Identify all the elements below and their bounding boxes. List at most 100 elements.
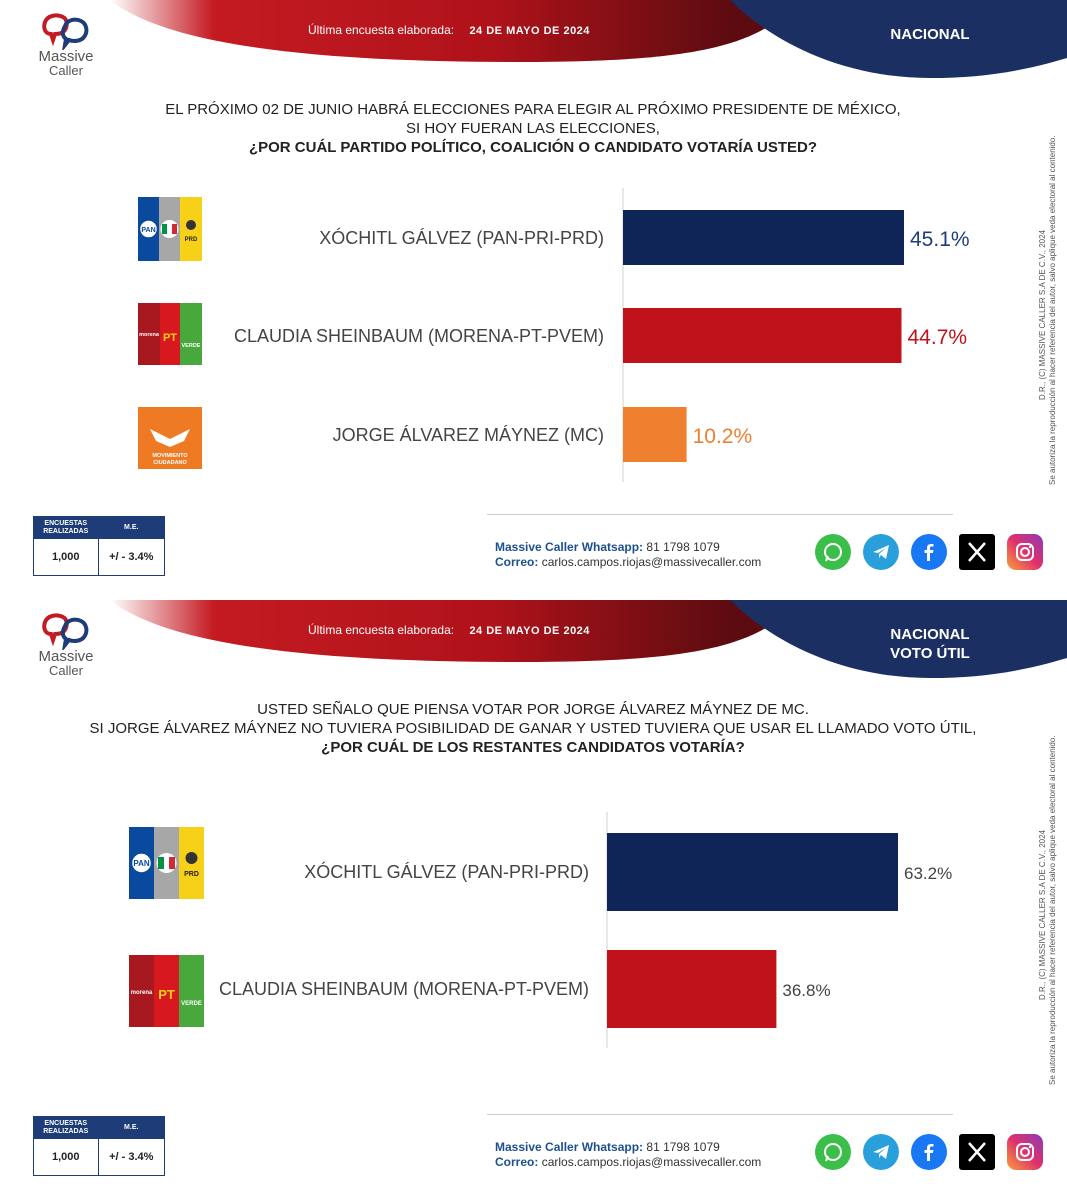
telegram-icon[interactable] [863, 1134, 899, 1170]
logo-chat-icon [42, 613, 89, 650]
svg-text:PRD: PRD [185, 237, 198, 243]
bar-chart-national: PAN PRD morena PT VERDE MOVIMIENTO CIUDA… [138, 188, 970, 482]
email-address[interactable]: carlos.campos.riojas@massivecaller.com [541, 555, 762, 569]
social-links [815, 1134, 1043, 1170]
brand-name-sub: Caller [49, 663, 83, 678]
logo-morena-pt-pvem: morena PT VERDE [129, 955, 204, 1027]
svg-text:morena: morena [139, 332, 160, 338]
region-line1: NACIONAL [890, 26, 970, 43]
region-label: NACIONAL [860, 25, 1000, 44]
stats-header-me: M.E. [124, 524, 139, 531]
question-line1: EL PRÓXIMO 02 DE JUNIO HABRÁ ELECCIONES … [165, 101, 901, 118]
svg-text:morena: morena [131, 990, 153, 996]
survey-date-label: Última encuesta elaborada: [308, 623, 455, 637]
category-label-claudia: CLAUDIA SHEINBAUM (MORENA-PT-PVEM) [219, 979, 589, 999]
sample-stats-table: ENCUESTAS REALIZADAS M.E. 1,000 +/ - 3.4… [33, 1116, 165, 1176]
category-label-claudia: CLAUDIA SHEINBAUM (MORENA-PT-PVEM) [234, 326, 604, 346]
brand-name: Massive [38, 648, 94, 665]
survey-date: Última encuesta elaborada: 24 DE MAYO DE… [308, 623, 590, 637]
stats-header-me: M.E. [124, 1124, 139, 1131]
x-icon[interactable] [959, 534, 995, 570]
stats-value-me: +/ - 3.4% [109, 551, 154, 563]
svg-text:PRD: PRD [184, 871, 199, 878]
whatsapp-number[interactable]: 81 1798 1079 [646, 540, 720, 554]
question-line1: USTED SEÑALO QUE PIENSA VOTAR POR JORGE … [257, 701, 809, 718]
logo-pan-pri-prd: PAN PRD [129, 827, 204, 899]
svg-text:PAN: PAN [141, 227, 155, 234]
logo-mc: MOVIMIENTO CIUDADANO [138, 407, 202, 469]
value-label-jorge: 10.2% [693, 425, 753, 448]
header-decoration [110, 0, 1067, 78]
svg-text:PT: PT [163, 332, 177, 344]
copyright-note: D.R., (C) MASSIVE CALLER S.A DE C.V., 20… [1038, 135, 1058, 485]
stats-value-me: +/ - 3.4% [109, 1151, 154, 1163]
poll-panel-national: Massive Caller Última encuesta elaborada… [30, 0, 1067, 576]
svg-text:PAN: PAN [133, 859, 150, 868]
telegram-icon[interactable] [863, 534, 899, 570]
stats-header-surveys: ENCUESTAS REALIZADAS [34, 1117, 99, 1139]
whatsapp-label: Massive Caller Whatsapp: [495, 1140, 644, 1154]
email-label: Correo: [495, 555, 539, 569]
whatsapp-icon[interactable] [815, 1134, 851, 1170]
logo-pan-pri-prd: PAN PRD [138, 197, 202, 261]
footer-divider [487, 514, 953, 515]
instagram-icon[interactable] [1007, 534, 1043, 570]
bar-claudia-sheinbaum [607, 950, 777, 1028]
bar-jorge-alvarez-maynez [623, 407, 687, 462]
question-line2: SI HOY FUERAN LAS ELECCIONES, [406, 120, 660, 137]
instagram-icon[interactable] [1007, 1134, 1043, 1170]
bar-chart-useful-vote: PAN PRD morena PT VERDE XÓCHITL GÁLVEZ (… [129, 812, 952, 1048]
whatsapp-number[interactable]: 81 1798 1079 [646, 1140, 720, 1154]
facebook-icon[interactable] [911, 534, 947, 570]
value-label-claudia: 44.7% [908, 326, 968, 349]
survey-date: Última encuesta elaborada: 24 DE MAYO DE… [308, 23, 590, 37]
x-icon[interactable] [959, 1134, 995, 1170]
svg-text:CIUDADANO: CIUDADANO [153, 460, 187, 466]
region-label: NACIONAL VOTO ÚTIL [860, 625, 1000, 663]
stats-value-surveys: 1,000 [34, 539, 99, 575]
brand-logo: Massive Caller [30, 612, 102, 682]
copyright-line1: D.R., (C) MASSIVE CALLER S.A DE C.V., 20… [1038, 230, 1047, 400]
region-line2: VOTO ÚTIL [890, 645, 970, 662]
value-label-claudia: 36.8% [782, 981, 830, 1000]
whatsapp-label: Massive Caller Whatsapp: [495, 540, 644, 554]
value-label-xochitl: 45.1% [910, 228, 970, 251]
region-line1: NACIONAL [890, 626, 970, 643]
logo-chat-icon [42, 13, 89, 50]
category-label-xochitl: XÓCHITL GÁLVEZ (PAN-PRI-PRD) [319, 227, 604, 248]
brand-logo: Massive Caller [30, 12, 102, 82]
copyright-line2: Se autoriza la reproducción al hacer ref… [1048, 735, 1057, 1085]
sample-stats-table: ENCUESTAS REALIZADAS M.E. 1,000 +/ - 3.4… [33, 516, 165, 576]
survey-date-value: 24 DE MAYO DE 2024 [469, 625, 590, 637]
contact-info: Massive Caller Whatsapp: 81 1798 1079 Co… [495, 1140, 761, 1170]
question-bold: ¿POR CUÁL PARTIDO POLÍTICO, COALICIÓN O … [248, 139, 818, 156]
email-address[interactable]: carlos.campos.riojas@massivecaller.com [541, 1155, 762, 1169]
bar-xochitl-galvez [607, 833, 898, 911]
category-label-jorge: JORGE ÁLVAREZ MÁYNEZ (MC) [333, 425, 604, 445]
poll-question: EL PRÓXIMO 02 DE JUNIO HABRÁ ELECCIONES … [60, 100, 1006, 157]
footer-divider [487, 1114, 953, 1115]
copyright-line2: Se autoriza la reproducción al hacer ref… [1048, 135, 1057, 485]
whatsapp-icon[interactable] [815, 534, 851, 570]
email-label: Correo: [495, 1155, 539, 1169]
question-line2: SI JORGE ÁLVAREZ MÁYNEZ NO TUVIERA POSIB… [89, 720, 977, 737]
svg-text:VERDE: VERDE [181, 1001, 202, 1007]
stats-header-surveys: ENCUESTAS REALIZADAS [34, 517, 99, 539]
contact-info: Massive Caller Whatsapp: 81 1798 1079 Co… [495, 540, 761, 570]
value-label-xochitl: 63.2% [904, 864, 952, 883]
poll-panel-useful-vote: Massive Caller Última encuesta elaborada… [0, 600, 1067, 1200]
logo-morena-pt-pvem: morena PT VERDE [138, 303, 202, 365]
copyright-line1: D.R., (C) MASSIVE CALLER S.A DE C.V., 20… [1038, 830, 1047, 1000]
question-bold: ¿POR CUÁL DE LOS RESTANTES CANDIDATOS VO… [321, 739, 745, 756]
svg-text:VERDE: VERDE [182, 343, 201, 349]
bar-claudia-sheinbaum [623, 308, 902, 363]
poll-question: USTED SEÑALO QUE PIENSA VOTAR POR JORGE … [60, 700, 1006, 757]
svg-text:MOVIMIENTO: MOVIMIENTO [152, 453, 188, 459]
copyright-note: D.R., (C) MASSIVE CALLER S.A DE C.V., 20… [1038, 735, 1058, 1085]
bar-xochitl-galvez [623, 210, 904, 265]
brand-name: Massive [38, 48, 94, 65]
stats-value-surveys: 1,000 [34, 1139, 99, 1175]
facebook-icon[interactable] [911, 1134, 947, 1170]
social-links [815, 534, 1043, 570]
survey-date-label: Última encuesta elaborada: [308, 23, 455, 37]
